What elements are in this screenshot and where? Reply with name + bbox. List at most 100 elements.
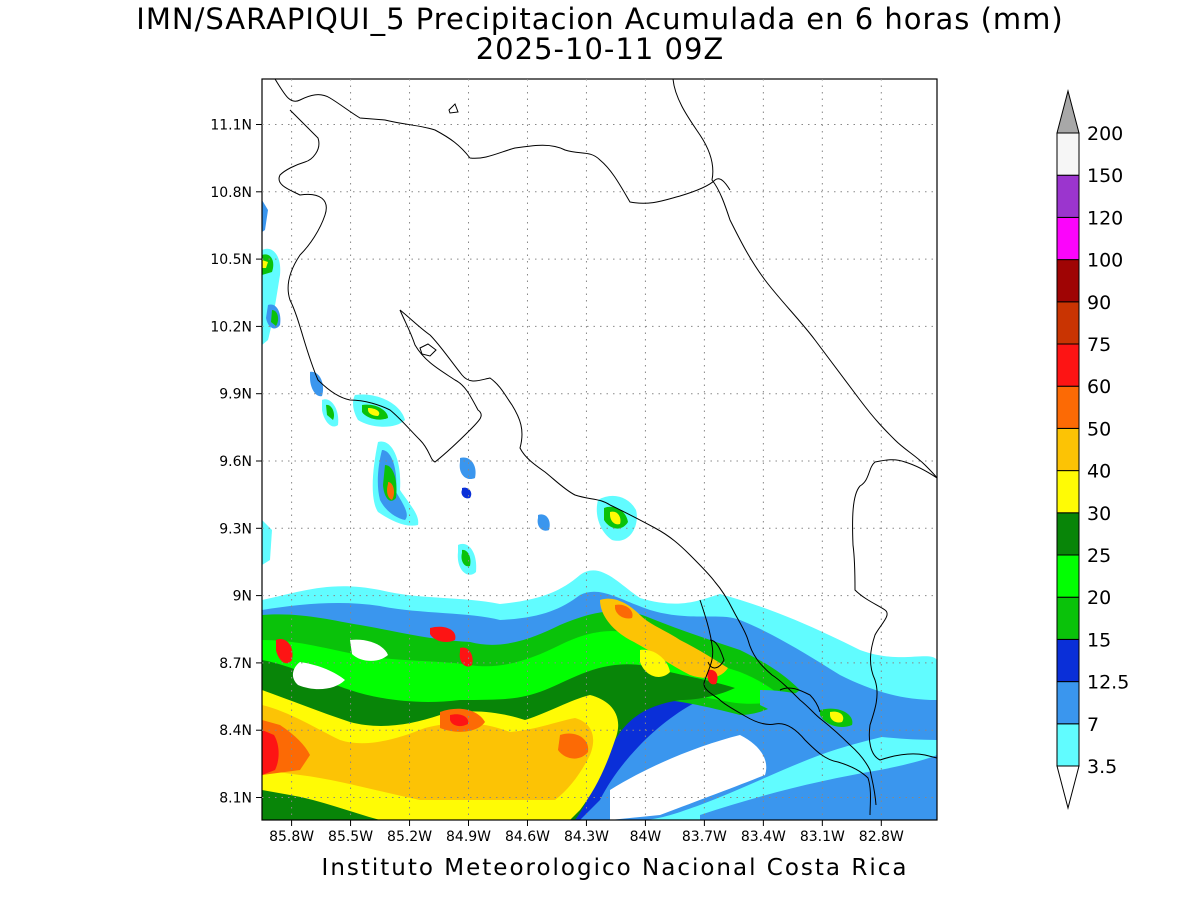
colorbar-swatch [1056, 216, 1080, 261]
colorbar-label: 150 [1087, 165, 1123, 187]
colorbar-label: 50 [1087, 418, 1111, 440]
precip-cell-nw5-yellow [368, 408, 380, 416]
y-tick-label: 10.8N [210, 185, 252, 201]
precip-cell-nw4-core [326, 404, 335, 420]
y-tick-label: 8.4N [219, 723, 252, 739]
graticule [262, 79, 937, 820]
colorbar-swatch [1056, 427, 1080, 472]
colorbar-label: 12.5 [1087, 672, 1129, 694]
colorbar-label: 15 [1087, 629, 1111, 651]
colorbar-swatch [1056, 259, 1080, 303]
colorbar-label: 25 [1087, 545, 1111, 567]
colorbar-label: 30 [1087, 503, 1111, 525]
precip-cell-nw1-yellow [262, 260, 268, 268]
coast-detail-2 [779, 687, 821, 713]
x-tick-label: 85.2W [387, 829, 432, 845]
precip-patch-30i [640, 649, 670, 677]
precip-patch-50g [615, 604, 633, 619]
y-tick-label: 10.5N [210, 252, 252, 268]
precip-cell-caribe-yellow [610, 511, 621, 525]
precip-patch-60 [262, 730, 279, 775]
x-tick-label: 83.7W [682, 829, 727, 845]
colorbar-swatch [1056, 638, 1080, 683]
x-tick-label: 85.5W [328, 829, 373, 845]
y-tick-label: 9N [233, 589, 252, 605]
x-tick-label: 85.8W [269, 829, 314, 845]
precip-patch-60h [707, 669, 718, 685]
colorbar-swatch [1056, 554, 1080, 598]
precip-patch-40f [600, 598, 728, 679]
colorbar-swatch [1056, 301, 1080, 345]
y-tick-label: 11.1N [210, 118, 252, 134]
y-tick-label: 10.2N [210, 319, 252, 335]
gulf-island [419, 343, 437, 357]
colorbar-label: 120 [1087, 207, 1123, 229]
colorbar-swatch [1056, 174, 1080, 218]
y-tick-label: 9.9N [219, 387, 252, 403]
precip-cell-nw2-core [271, 310, 279, 326]
colorbar-swatch [1056, 681, 1080, 725]
precip-se-bottom [700, 755, 937, 820]
colorbar-swatch [1056, 470, 1080, 514]
colorbar-swatch [1056, 132, 1080, 176]
map-frame [261, 78, 938, 821]
precip-cell-nw1-core [262, 254, 274, 275]
colorbar-arrow-top [1056, 89, 1080, 134]
precip-clear-zone-2 [292, 662, 345, 690]
nicoya-peninsula [399, 309, 877, 806]
credit-text: Instituto Meteorologico Nacional Costa R… [321, 855, 909, 881]
precip-cell-nw6-orange [387, 482, 395, 500]
colorbar-label: 100 [1087, 250, 1123, 272]
precip-patch-60d [430, 626, 456, 643]
osa-coast [699, 599, 871, 816]
precip-cell-mid1 [459, 457, 476, 480]
y-tick-label: 9.3N [219, 521, 252, 537]
colorbar-label: 75 [1087, 334, 1111, 356]
colorbar-arrow-bottom [1056, 765, 1080, 810]
x-tick-label: 84.9W [446, 829, 491, 845]
colorbar-label: 200 [1087, 123, 1123, 145]
nicaragua-lake-shore [278, 109, 482, 463]
x-tick-label: 84W [630, 829, 662, 845]
colorbar-label: 60 [1087, 376, 1111, 398]
precip-cell-nw3 [310, 371, 324, 397]
chart-title: IMN/SARAPIQUI_5 Precipitacion Acumulada … [136, 2, 1064, 36]
precip-patch-50c [558, 733, 589, 759]
precip-patch-60c [276, 639, 293, 664]
lake-nicaragua-island [448, 103, 459, 114]
colorbar-swatch [1056, 343, 1080, 387]
coastlines [274, 79, 937, 816]
colorbar-label: 90 [1087, 292, 1111, 314]
y-tick-label: 8.7N [219, 656, 252, 672]
precip-cell-far-nw [262, 200, 268, 232]
precip-clear-zone [610, 735, 767, 820]
precip-se-patch-30 [830, 711, 844, 723]
colorbar-swatch [1056, 385, 1080, 429]
colorbar-swatch [1056, 596, 1080, 640]
precip-band-40 [262, 705, 594, 800]
colorbar-label: 7 [1087, 714, 1099, 736]
precip-cell-mid4 [537, 514, 550, 531]
axis-ticks: 85.8W 85.5W 85.2W 84.9W 84.6W 84.3W 84W 83.7W 83… [210, 118, 904, 846]
y-tick-label: 9.6N [219, 454, 252, 470]
precipitation-field [262, 200, 937, 820]
pacific-coast-north [274, 79, 731, 204]
precip-clear-zone-3 [350, 639, 388, 661]
coast-detail-1 [707, 639, 725, 669]
colorbar-swatch [1056, 723, 1080, 767]
colorbar-label: 40 [1087, 461, 1111, 483]
x-tick-label: 84.6W [505, 829, 550, 845]
precip-cell-mid2 [461, 487, 472, 499]
precip-patch-60b [450, 714, 469, 727]
chart-subtitle-date: 2025-10-11 09Z [475, 32, 725, 66]
precip-cell-ne-edge [262, 520, 272, 565]
x-tick-label: 82.8W [859, 829, 904, 845]
panama-border [852, 459, 937, 761]
colorbar: 3.5 7 12.5 15 20 25 30 40 50 60 75 90 100 120 150 200 [1056, 89, 1129, 810]
colorbar-label: 20 [1087, 587, 1111, 609]
colorbar-label: 3.5 [1087, 756, 1117, 778]
caribbean-coast [672, 79, 937, 479]
x-tick-label: 83.4W [741, 829, 786, 845]
y-tick-label: 8.1N [219, 791, 252, 807]
